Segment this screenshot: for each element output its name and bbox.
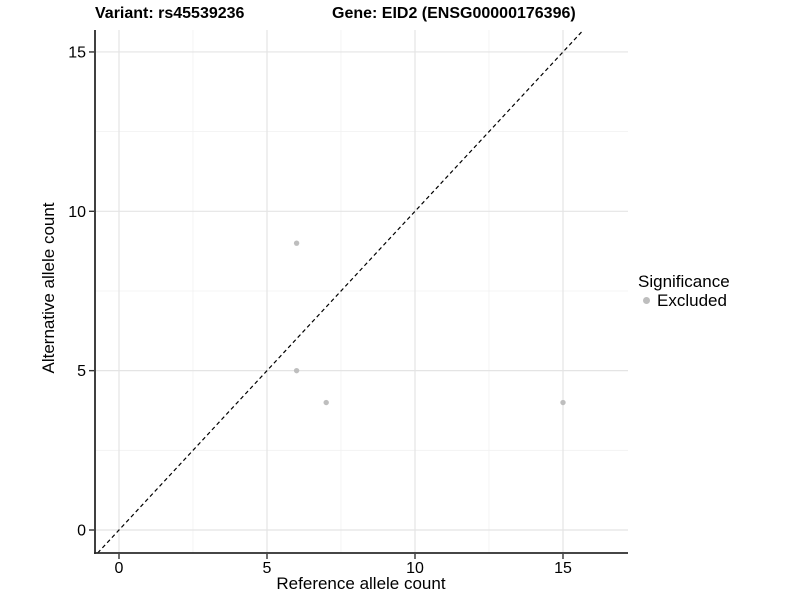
x-tick-label: 10	[406, 560, 424, 577]
tick-marks	[89, 51, 564, 559]
legend-point-marker-icon	[643, 297, 650, 304]
tick-labels: 0 5 10 15 0 5 10 15	[68, 44, 572, 577]
y-tick-label: 5	[77, 363, 86, 380]
plot-title-gene: Gene: EID2 (ENSG00000176396)	[332, 5, 576, 22]
data-point	[293, 367, 300, 374]
data-points	[293, 240, 566, 406]
identity-line	[97, 29, 584, 554]
x-tick-label: 0	[115, 560, 124, 577]
x-tick-label: 15	[554, 560, 572, 577]
legend-item-excluded: Excluded	[643, 291, 730, 310]
y-tick-label: 0	[77, 523, 86, 540]
y-tick-label: 15	[68, 44, 86, 61]
identity-reference-line	[97, 29, 584, 554]
data-point	[323, 399, 329, 406]
x-tick-label: 5	[263, 560, 272, 577]
data-point	[560, 399, 566, 406]
x-axis-title: Reference allele count	[276, 574, 445, 593]
minor-gridlines	[95, 30, 628, 553]
y-axis-title: Alternative allele count	[39, 202, 58, 373]
data-point	[293, 240, 300, 246]
legend-title: Significance	[638, 272, 730, 291]
axis-lines	[94, 30, 628, 554]
legend-item-label: Excluded	[657, 291, 727, 310]
y-tick-label: 10	[68, 204, 86, 221]
plot-title-variant: Variant: rs45539236	[95, 5, 245, 22]
major-gridlines	[95, 30, 628, 553]
legend: Significance Excluded	[638, 272, 730, 310]
